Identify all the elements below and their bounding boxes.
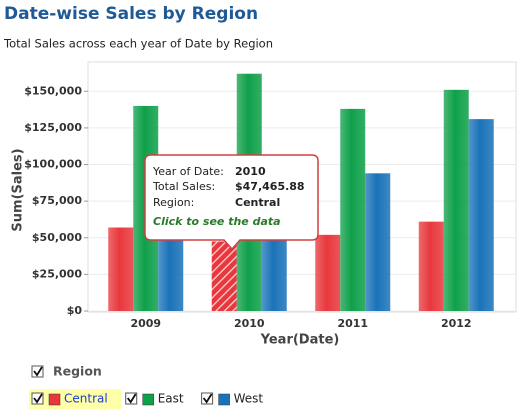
bar — [211, 241, 237, 311]
legend-label: West — [234, 392, 264, 406]
x-tick-label: 2012 — [441, 317, 472, 330]
tooltip-value: 2010 — [235, 165, 266, 178]
y-axis-title: Sum(Sales) — [11, 148, 26, 231]
check — [33, 393, 43, 404]
x-tick-label: 2009 — [130, 317, 161, 330]
bar — [468, 119, 494, 311]
bar — [158, 239, 184, 311]
tooltip-label: Year of Date: — [152, 165, 224, 178]
legend-swatch — [142, 393, 154, 406]
legend: Region — [31, 364, 102, 379]
tooltip-value: $47,465.88 — [235, 180, 305, 193]
legend-label: Central — [64, 392, 108, 406]
y-tick-label: $150,000 — [24, 84, 82, 97]
y-tick-label: $75,000 — [32, 194, 82, 207]
chart-title: Date-wise Sales by Region — [4, 4, 258, 24]
tooltip-label: Region: — [153, 196, 194, 209]
y-tick-label: $50,000 — [32, 231, 82, 244]
x-tick-label: 2011 — [337, 317, 368, 330]
bar — [443, 89, 469, 312]
legend-label: East — [158, 392, 184, 406]
checkbox[interactable] — [31, 365, 44, 378]
checkbox[interactable] — [201, 392, 214, 405]
bar — [315, 234, 341, 311]
legend-title: Region — [53, 364, 102, 379]
tooltip-link[interactable]: Click to see the data — [153, 215, 281, 228]
checkbox[interactable] — [125, 392, 138, 405]
chart-subtitle: Total Sales across each year of Date by … — [3, 37, 273, 51]
tooltip-box — [144, 154, 319, 251]
y-tick-label: $0 — [67, 304, 83, 317]
legend-swatch — [48, 393, 61, 406]
bar — [365, 173, 391, 311]
bar — [418, 221, 444, 311]
bar — [261, 239, 287, 311]
bar — [340, 108, 366, 311]
legend-swatch — [218, 393, 230, 406]
x-axis-title: Year(Date) — [260, 333, 340, 348]
checkbox[interactable] — [31, 392, 44, 405]
tooltip-value: Central — [235, 196, 280, 209]
x-tick-label: 2010 — [234, 317, 265, 330]
tooltip[interactable]: Year of Date: 2010 Total Sales: $47,465.… — [144, 154, 319, 251]
y-tick-label: $100,000 — [24, 158, 82, 171]
legend-items: Central East West — [29, 389, 263, 409]
y-tick-label: $25,000 — [32, 267, 82, 280]
tooltip-label: Total Sales: — [152, 180, 215, 193]
check — [202, 393, 213, 404]
y-tick-label: $125,000 — [24, 121, 82, 134]
bar — [108, 227, 134, 311]
check — [126, 393, 137, 404]
